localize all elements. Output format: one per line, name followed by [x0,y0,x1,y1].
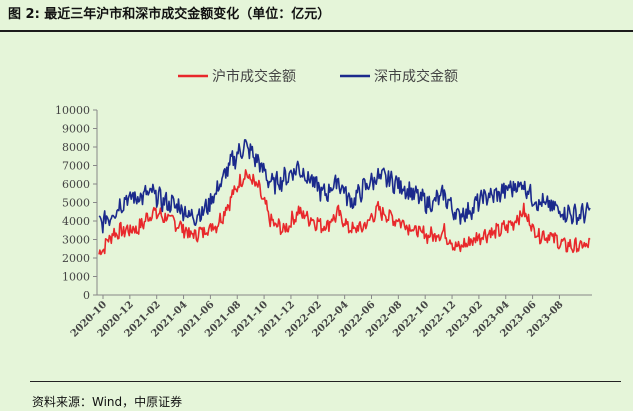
y-tick-label: 9000 [62,123,90,136]
series-line-sh [98,169,591,256]
y-tick-label: 5000 [62,197,90,210]
y-tick-label: 8000 [62,141,90,154]
source-note: 资料来源：Wind，中原证券 [32,395,183,409]
title-divider [0,30,633,32]
legend-label-sz: 深市成交金额 [374,68,458,85]
chart-title: 图 2: 最近三年沪市和深市成交金额变化（单位：亿元） [8,7,331,22]
y-tick-label: 7000 [62,160,90,173]
series-line-sz [98,139,591,234]
legend: 沪市成交金额 深市成交金额 [178,68,458,85]
y-tick-label: 0 [83,289,90,302]
y-tick-label: 1000 [62,271,90,284]
y-tick-label: 2000 [62,252,90,265]
y-tick-label: 10000 [55,104,90,117]
series-lines [98,139,591,256]
line-chart: 沪市成交金额 深市成交金额 0 1000 2000 3000 4000 5000 6000 7… [55,68,592,340]
legend-label-sh: 沪市成交金额 [212,68,296,85]
footer-divider [30,381,621,382]
y-tick-label: 6000 [62,178,90,191]
y-tick-label: 3000 [62,234,90,247]
y-tick-label: 4000 [62,215,90,228]
